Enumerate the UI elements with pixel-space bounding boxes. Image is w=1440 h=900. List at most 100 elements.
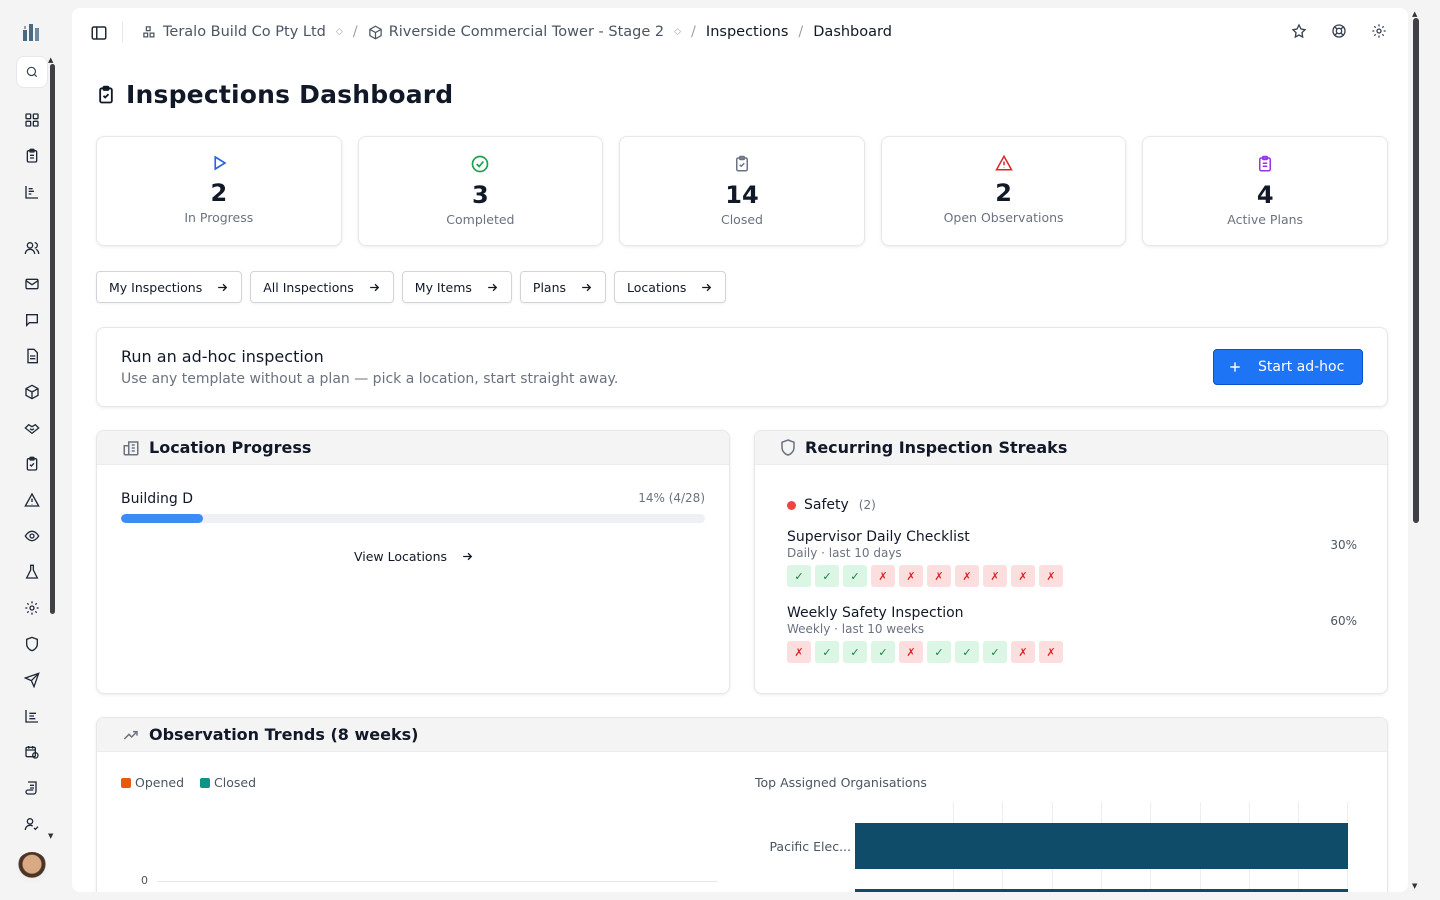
legend-item-closed[interactable]: Closed bbox=[200, 775, 256, 790]
dashboard-grid-icon[interactable] bbox=[22, 110, 42, 130]
chevron-updown-icon: ◇ bbox=[335, 27, 343, 37]
start-adhoc-label: Start ad-hoc bbox=[1258, 359, 1345, 375]
clipboard-icon[interactable] bbox=[22, 146, 42, 166]
quick-link-label: Locations bbox=[627, 279, 687, 295]
category-name: Safety bbox=[804, 497, 849, 513]
streak-pass-cell[interactable]: ✓ bbox=[927, 641, 951, 663]
streak-fail-cell[interactable]: ✗ bbox=[787, 641, 811, 663]
my-inspections-button[interactable]: My Inspections bbox=[96, 271, 243, 303]
page-title-block: Inspections Dashboard bbox=[96, 80, 453, 109]
streak-fail-cell[interactable]: ✗ bbox=[955, 565, 979, 587]
streak-fail-cell[interactable]: ✗ bbox=[899, 641, 923, 663]
settings-gear-icon[interactable] bbox=[1370, 22, 1388, 40]
legend-swatch bbox=[200, 778, 211, 788]
view-locations-link[interactable]: View Locations bbox=[97, 549, 729, 564]
streak-fail-cell[interactable]: ✗ bbox=[983, 565, 1007, 587]
streak-percent: 30% bbox=[1330, 538, 1357, 552]
streak-pass-cell[interactable]: ✓ bbox=[815, 641, 839, 663]
streak-pass-cell[interactable]: ✓ bbox=[843, 641, 867, 663]
stat-value: 4 bbox=[1256, 181, 1274, 209]
all-inspections-button[interactable]: All Inspections bbox=[250, 271, 394, 303]
scroll-up-icon[interactable]: ▲ bbox=[1412, 10, 1418, 18]
send-icon[interactable] bbox=[22, 670, 42, 690]
stat-card-completed[interactable]: 3 Completed bbox=[357, 136, 604, 246]
document-icon[interactable] bbox=[22, 346, 42, 366]
alert-triangle-icon[interactable] bbox=[22, 490, 42, 510]
streak-fail-cell[interactable]: ✗ bbox=[871, 565, 895, 587]
streak-pass-cell[interactable]: ✓ bbox=[787, 565, 811, 587]
settings-gear-icon[interactable] bbox=[22, 598, 42, 618]
scroll-down-icon[interactable]: ▼ bbox=[1412, 882, 1418, 890]
streak-name: Supervisor Daily Checklist bbox=[787, 529, 970, 545]
legend-item-opened[interactable]: Opened bbox=[121, 775, 184, 790]
star-icon[interactable] bbox=[1290, 22, 1308, 40]
breadcrumb-separator: / bbox=[798, 24, 804, 40]
eye-icon[interactable] bbox=[22, 526, 42, 546]
quick-link-label: All Inspections bbox=[263, 279, 354, 295]
page-scrollbar[interactable] bbox=[1413, 18, 1419, 523]
streak-meta: Daily · last 10 days bbox=[787, 546, 902, 560]
breadcrumb-org[interactable]: Teralo Build Co Pty Ltd ◇ bbox=[142, 24, 343, 40]
streak-row[interactable]: Weekly Safety Inspection Weekly · last 1… bbox=[787, 605, 1357, 663]
panel-title: Observation Trends (8 weeks) bbox=[149, 725, 419, 744]
streak-row[interactable]: Supervisor Daily Checklist Daily · last … bbox=[787, 529, 1357, 587]
start-adhoc-button[interactable]: Start ad-hoc bbox=[1213, 349, 1363, 385]
breadcrumb-org-label: Teralo Build Co Pty Ltd bbox=[163, 24, 326, 40]
streak-fail-cell[interactable]: ✗ bbox=[1039, 641, 1063, 663]
search-button[interactable] bbox=[16, 56, 48, 88]
streak-pass-cell[interactable]: ✓ bbox=[843, 565, 867, 587]
clipboard-check-icon[interactable] bbox=[22, 454, 42, 474]
app-logo-icon[interactable] bbox=[21, 21, 43, 43]
package-icon[interactable] bbox=[22, 382, 42, 402]
user-check-icon[interactable] bbox=[22, 814, 42, 834]
help-lifebuoy-icon[interactable] bbox=[1330, 22, 1348, 40]
rail-scroll-down-icon[interactable]: ▼ bbox=[48, 832, 54, 840]
flask-icon[interactable] bbox=[22, 562, 42, 582]
quick-link-label: My Inspections bbox=[109, 279, 203, 295]
rail-scroll-up-icon[interactable]: ▲ bbox=[48, 56, 54, 64]
streak-name: Weekly Safety Inspection bbox=[787, 605, 964, 621]
stat-card-open-observations[interactable]: 2 Open Observations bbox=[880, 136, 1127, 246]
stat-label: Closed bbox=[720, 212, 763, 227]
streak-fail-cell[interactable]: ✗ bbox=[899, 565, 923, 587]
streak-fail-cell[interactable]: ✗ bbox=[1011, 641, 1035, 663]
streak-fail-cell[interactable]: ✗ bbox=[1011, 565, 1035, 587]
trend-baseline bbox=[157, 881, 717, 882]
locations-button[interactable]: Locations bbox=[614, 271, 727, 303]
streak-fail-cell[interactable]: ✗ bbox=[1039, 565, 1063, 587]
message-icon[interactable] bbox=[22, 310, 42, 330]
users-icon[interactable] bbox=[22, 238, 42, 258]
chart-icon[interactable] bbox=[22, 182, 42, 202]
stat-card-closed[interactable]: 14 Closed bbox=[619, 136, 865, 246]
my-items-button[interactable]: My Items bbox=[401, 271, 512, 303]
streak-fail-cell[interactable]: ✗ bbox=[927, 565, 951, 587]
shield-icon[interactable] bbox=[22, 634, 42, 654]
stat-card-active-plans[interactable]: 4 Active Plans bbox=[1142, 136, 1388, 246]
arrow-right-icon bbox=[702, 283, 712, 291]
panel-header: Recurring Inspection Streaks bbox=[755, 431, 1387, 465]
breadcrumb-project[interactable]: Riverside Commercial Tower - Stage 2 ◇ bbox=[368, 24, 681, 40]
breadcrumb-section[interactable]: Inspections bbox=[705, 24, 789, 40]
scroll-icon[interactable] bbox=[22, 778, 42, 798]
streak-pass-cell[interactable]: ✓ bbox=[955, 641, 979, 663]
streak-pass-cell[interactable]: ✓ bbox=[871, 641, 895, 663]
stats-row: 2 In Progress 3 Completed 14 Closed 2 Op… bbox=[96, 136, 1388, 246]
stat-card-in-progress[interactable]: 2 In Progress bbox=[96, 136, 342, 246]
mail-icon[interactable] bbox=[22, 274, 42, 294]
view-locations-label: View Locations bbox=[353, 549, 448, 564]
trend-legend: Opened Closed bbox=[121, 775, 256, 790]
plus-icon bbox=[1230, 362, 1240, 372]
streak-pass-cell[interactable]: ✓ bbox=[815, 565, 839, 587]
sidebar-toggle-icon[interactable] bbox=[90, 24, 108, 42]
plans-button[interactable]: Plans bbox=[519, 271, 607, 303]
list-chart-icon[interactable] bbox=[22, 706, 42, 726]
calendar-clock-icon[interactable] bbox=[22, 742, 42, 762]
streak-pass-cell[interactable]: ✓ bbox=[983, 641, 1007, 663]
quick-link-label: Plans bbox=[532, 279, 567, 295]
org-bar[interactable] bbox=[855, 889, 1348, 892]
rail-scrollbar[interactable] bbox=[50, 64, 55, 614]
user-avatar[interactable] bbox=[16, 852, 48, 884]
org-bar[interactable] bbox=[855, 823, 1348, 869]
handshake-icon[interactable] bbox=[22, 418, 42, 438]
check-circle-icon bbox=[472, 155, 489, 173]
